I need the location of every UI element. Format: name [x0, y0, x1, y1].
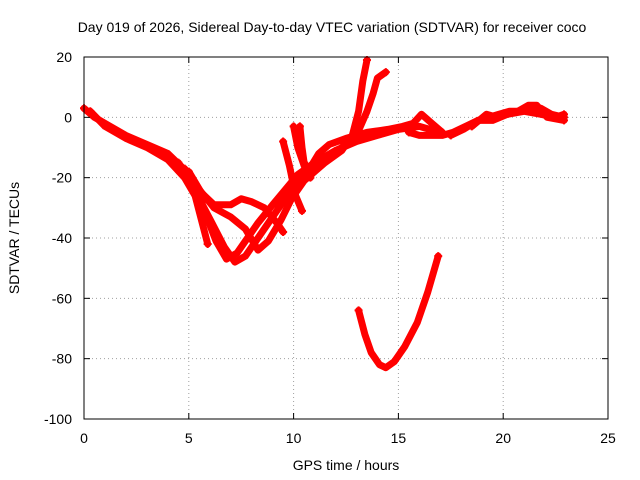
series-endpoint-marker: [467, 122, 476, 131]
x-tick-label: 25: [600, 430, 616, 446]
y-tick-label: -40: [52, 230, 72, 246]
series-endpoint-marker: [272, 200, 281, 209]
series-line-track-f: [279, 138, 306, 215]
y-tick-label: 20: [56, 49, 72, 65]
series-endpoint-marker: [203, 240, 212, 249]
series-endpoint-marker: [381, 68, 390, 77]
series-endpoint-marker: [86, 107, 95, 116]
series-endpoint-marker: [559, 110, 568, 119]
series-line-track-d: [181, 56, 371, 254]
x-axis-label: GPS time / hours: [293, 457, 400, 473]
series-endpoint-marker: [279, 137, 288, 146]
series-endpoint-marker: [174, 158, 183, 167]
y-tick-label: -80: [52, 351, 72, 367]
series-endpoint-marker: [300, 158, 309, 167]
y-tick-label: 0: [64, 109, 72, 125]
x-tick-label: 0: [80, 430, 88, 446]
x-tick-label: 10: [286, 430, 302, 446]
x-tick-label: 15: [391, 430, 407, 446]
series-endpoint-marker: [404, 128, 413, 137]
series-line-track-m: [468, 107, 568, 130]
y-axis-label: SDTVAR / TECUs: [6, 182, 22, 294]
axis-ticks: 0 5 10 15 20 25 -100 -80 -60 -40 -20 0 20: [44, 49, 616, 446]
series-line-track-j: [355, 252, 442, 372]
series-group: [80, 56, 568, 372]
series-endpoint-marker: [354, 306, 363, 315]
series-endpoint-marker: [297, 206, 306, 215]
series-endpoint-marker: [446, 131, 455, 140]
y-tick-label: -60: [52, 290, 72, 306]
series-line-track-i: [273, 110, 446, 209]
x-tick-label: 5: [185, 430, 193, 446]
series-line-track-h: [296, 122, 308, 167]
series-line-track-b: [86, 107, 212, 248]
y-tick-label: -100: [44, 411, 72, 427]
y-tick-label: -20: [52, 170, 72, 186]
series-endpoint-marker: [279, 227, 288, 236]
chart-title: Day 019 of 2026, Sidereal Day-to-day VTE…: [78, 19, 587, 35]
series-endpoint-marker: [295, 122, 304, 131]
series-endpoint-marker: [184, 167, 193, 176]
series-endpoint-marker: [434, 252, 443, 261]
series-line-track-e: [185, 168, 287, 236]
x-tick-label: 20: [495, 430, 511, 446]
